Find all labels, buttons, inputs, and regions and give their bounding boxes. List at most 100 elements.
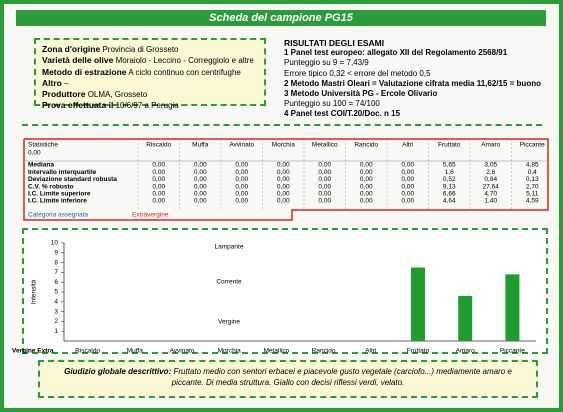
cell: 0,00 [401,169,414,176]
y-tick-label: 7 [54,269,58,276]
cell: 5,65 [443,162,456,169]
y-tick-label: 5 [54,289,58,296]
cell: 4,70 [484,191,497,198]
cell: 0,00 [360,176,373,183]
row-label: Deviazione standard robusta [28,176,117,183]
judgment-text: Fruttato medio con sentori erbacei e pia… [171,367,512,387]
cell: 4,59 [526,198,539,205]
cell: 1,6 [445,169,454,176]
origin-box: Zona d'origine Provincia di Grosseto Vari… [34,38,266,110]
judgment: Giudizio globale descrittivo: Fruttato m… [38,360,538,398]
cell: 27,64 [483,183,500,190]
origin-text: Provincia di Grosseto [102,45,179,54]
cell: 0,00 [194,183,207,190]
results-line: 1 Panel test europeo: allegato XII del R… [284,48,508,58]
row-label: I.C. Limite inferiore [28,198,87,205]
base-label: Vergine Extra [12,348,54,355]
column-header: Fruttato [438,142,461,149]
cell: 0,00 [401,191,414,198]
cell: 1,40 [484,198,497,205]
row-label: Intervallo interquartile [28,169,97,176]
column-header: Riscaldo [146,142,171,149]
cell: 0,52 [443,176,456,183]
cell: 0,00 [360,162,373,169]
origin-line: Varietà delle olive Moraiolo - Leccino -… [42,55,260,66]
cell: 0,00 [277,183,290,190]
cell: 0,00 [235,191,248,198]
cell: 0,4 [528,169,537,176]
results-line: 3 Metodo Università PG - Ercole Olivario [284,89,438,99]
cell: 0,00 [318,198,331,205]
zone-label: Corrente [216,279,242,286]
cell: 0,00 [235,176,248,183]
cell: 0,00 [277,162,290,169]
results-title: RISULTATI DEGLI ESAMI [284,38,385,48]
origin-label: Zona d'origine [42,44,101,54]
cell: 0,00 [152,198,165,205]
cell: 0,00 [194,191,207,198]
x-tick-label: Altri [365,348,376,355]
table-corner-value: 0,00 [28,150,41,157]
x-tick-label: Riscaldo [75,348,100,355]
cell: 4,85 [526,162,539,169]
x-tick-label: Avvinato [170,348,195,355]
x-tick-label: Metallico [264,348,290,355]
judgment-label: Giudizio globale descrittivo: [64,367,172,376]
column-header: Muffa [192,142,209,149]
cell: 0,00 [235,162,248,169]
bar [458,295,473,341]
cell: 0,00 [152,169,165,176]
y-tick-label: 4 [54,299,58,306]
cell: 0,00 [318,191,331,198]
cell: 0,00 [277,191,290,198]
results-line: Errore tipico 0,32 < errore del metodo 0… [284,68,431,78]
origin-label: Produttore [42,89,86,100]
row-label: C.V. % robusto [28,183,74,190]
zone-label: Vergine [218,319,240,326]
bar [505,274,520,341]
y-tick-label: 8 [54,259,58,266]
origin-line: Zona d'origine Provincia di Grosseto [42,44,260,55]
cell: 0,00 [401,183,414,190]
graphics: Statistiche 0,00 Riscaldo Muffa Avvinato Morc… [12,138,549,355]
cell: 5,11 [526,191,539,198]
origin-label: Altro [42,77,62,88]
y-axis-label: Intensità [31,279,38,304]
y-tick-label: 10 [51,240,59,247]
title: Scheda del campione PG15 [16,10,546,26]
cell: 2,6 [486,169,495,176]
cell: 0,00 [152,162,165,169]
cell: 4,64 [443,198,456,205]
column-header: Metallico [312,142,338,149]
origin-text: Moraiolo - Leccino - Correggiolo e altre [115,56,254,66]
results-line: 4 Panel test COI/T.20/Doc. n 15 [284,109,401,119]
column-header: Altri [402,142,413,149]
y-tick-label: 1 [54,328,58,335]
bar [411,267,425,341]
cell: 0,00 [194,169,207,176]
cell: 2,70 [526,183,539,190]
cell: 0,84 [484,176,497,183]
y-tick-label: 9 [54,250,58,257]
y-tick-label: 2 [54,318,58,325]
cell: 0,00 [235,183,248,190]
row-label: Mediana [28,162,54,169]
column-header: Avvinato [229,142,254,149]
cell: 6,66 [443,191,456,198]
cell: 0,00 [360,198,373,205]
cell: 0,00 [318,183,331,190]
cell: 0,00 [318,176,331,183]
origin-label: Varietà delle olive [42,55,114,66]
cell: 0,00 [194,176,207,183]
results-line: 2 Metodo Mastri Oleari = Valutazione cif… [284,78,541,88]
category-label: Categoria assegnata [28,212,88,219]
x-tick-label: Muffa [127,348,144,355]
origin-text: OLMA, Grosseto [87,90,148,100]
origin-label: Prova effettuata il [42,100,114,111]
cell: 0,00 [235,169,248,176]
table-corner: Statistiche [28,142,58,149]
cell: 0,00 [152,191,165,198]
cell: 0,00 [401,176,414,183]
column-header: Rancido [354,142,378,149]
